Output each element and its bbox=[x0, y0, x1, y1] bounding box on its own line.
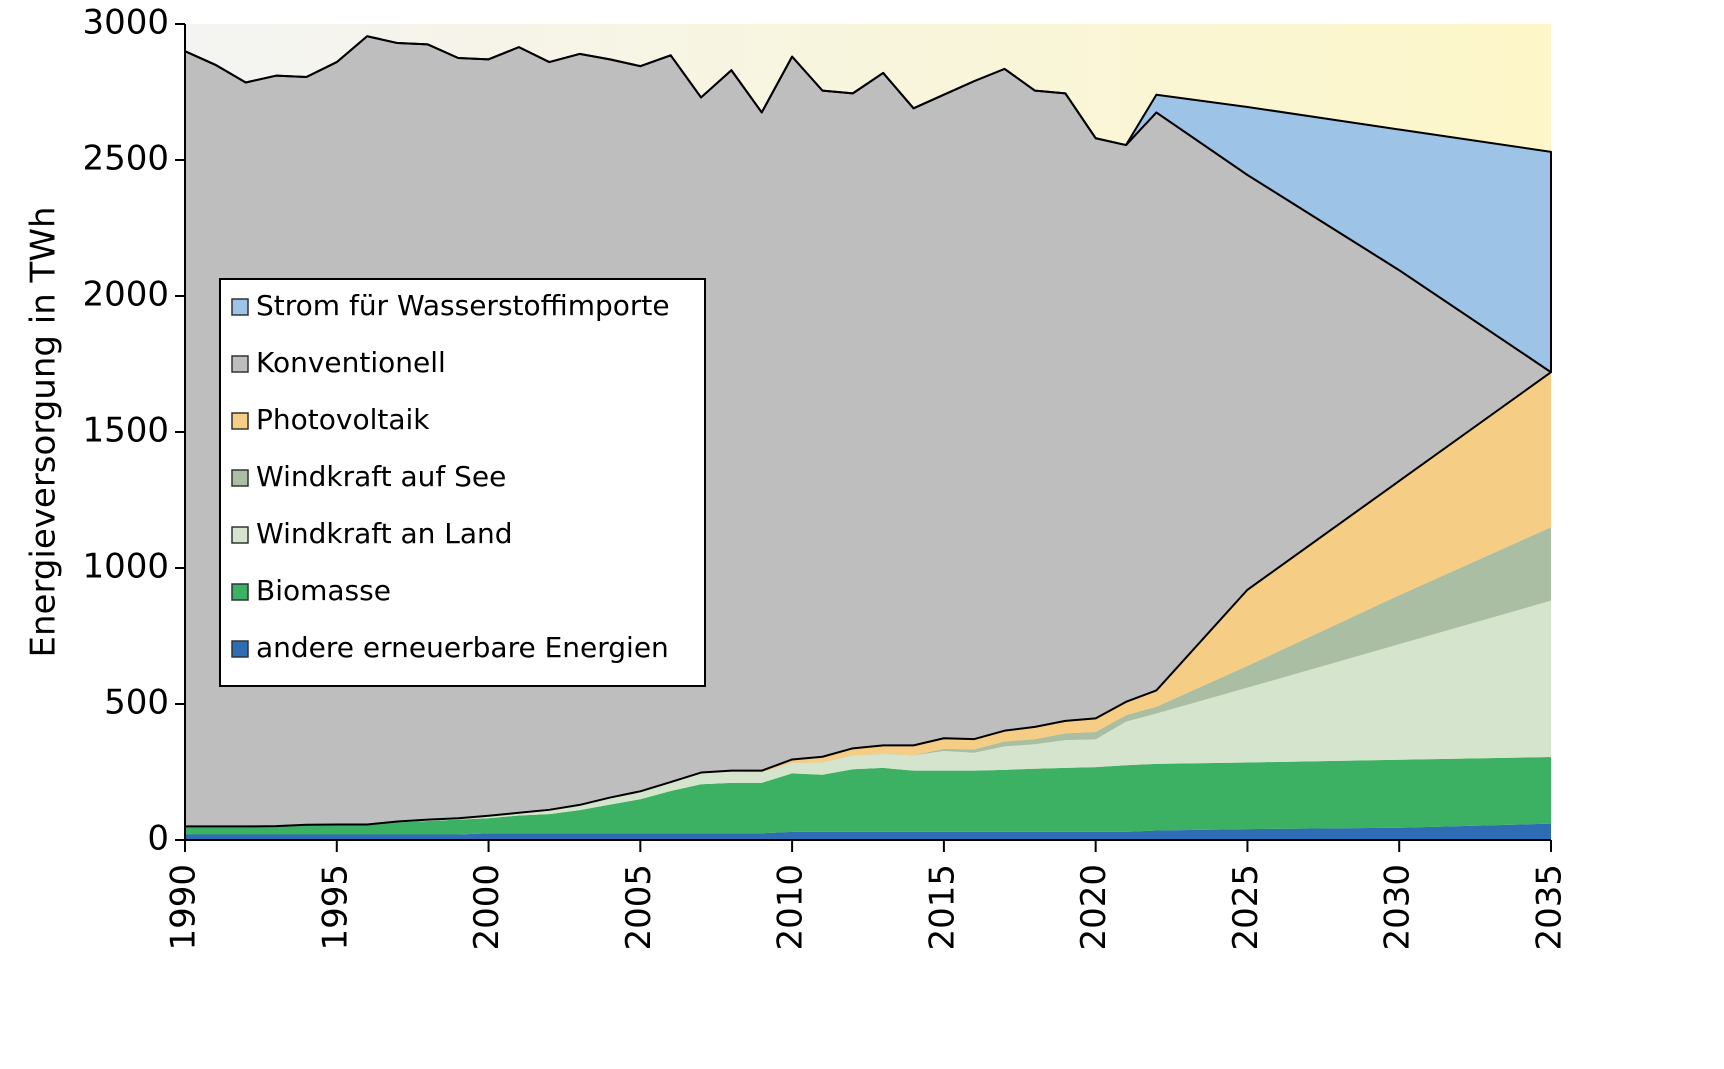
legend-label: Konventionell bbox=[256, 346, 446, 379]
legend-swatch bbox=[232, 356, 248, 372]
y-tick-label: 2000 bbox=[82, 275, 169, 315]
legend-label: Biomasse bbox=[256, 574, 391, 607]
chart: Energieversorgung in TWh Strom für Wasse… bbox=[0, 0, 1724, 1065]
y-tick-label: 2500 bbox=[82, 139, 169, 179]
y-axis-label: Energieversorgung in TWh bbox=[24, 207, 64, 658]
x-tick-label: 1990 bbox=[164, 864, 204, 951]
legend-swatch bbox=[232, 641, 248, 657]
x-tick-label: 2025 bbox=[1226, 864, 1266, 951]
legend-label: andere erneuerbare Energien bbox=[256, 631, 669, 664]
legend-label: Windkraft auf See bbox=[256, 460, 506, 493]
legend-swatch bbox=[232, 470, 248, 486]
legend-label: Windkraft an Land bbox=[256, 517, 513, 550]
x-tick-label: 2015 bbox=[922, 864, 962, 951]
legend-label: Photovoltaik bbox=[256, 403, 430, 436]
y-tick-label: 3000 bbox=[82, 3, 169, 43]
y-tick-label: 1000 bbox=[82, 547, 169, 587]
legend-swatch bbox=[232, 527, 248, 543]
legend-swatch bbox=[232, 299, 248, 315]
x-tick-label: 2035 bbox=[1530, 864, 1570, 951]
x-tick-label: 2000 bbox=[467, 864, 507, 951]
legend-swatch bbox=[232, 413, 248, 429]
x-tick-label: 2020 bbox=[1074, 864, 1114, 951]
x-tick-label: 2010 bbox=[771, 864, 811, 951]
legend-swatch bbox=[232, 584, 248, 600]
x-tick-label: 2005 bbox=[619, 864, 659, 951]
x-tick-label: 1995 bbox=[315, 864, 355, 951]
legend-label: Strom für Wasserstoffimporte bbox=[256, 289, 670, 322]
y-tick-label: 1500 bbox=[82, 411, 169, 451]
x-tick-label: 2030 bbox=[1378, 864, 1418, 951]
y-tick-label: 500 bbox=[104, 683, 169, 723]
y-tick-label: 0 bbox=[147, 819, 169, 859]
